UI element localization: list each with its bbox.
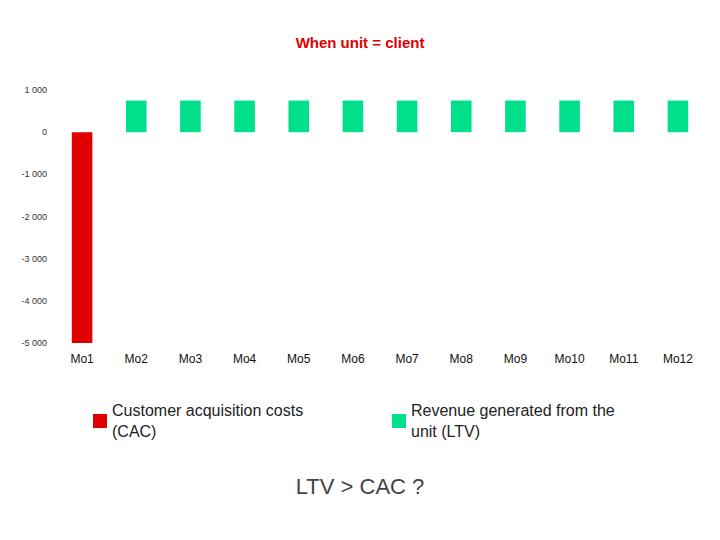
svg-text:Mo10: Mo10 — [555, 352, 585, 366]
svg-text:Mo11: Mo11 — [609, 352, 638, 366]
svg-text:unit (LTV): unit (LTV) — [411, 423, 480, 440]
svg-text:Mo1: Mo1 — [70, 352, 94, 366]
svg-text:Mo3: Mo3 — [179, 352, 203, 366]
svg-text:Mo9: Mo9 — [504, 352, 528, 366]
svg-text:Mo12: Mo12 — [663, 352, 693, 366]
svg-text:-4 000: -4 000 — [21, 296, 47, 306]
svg-text:Mo7: Mo7 — [395, 352, 419, 366]
svg-text:Revenue generated from the: Revenue generated from the — [411, 402, 619, 419]
svg-text:-3 000: -3 000 — [21, 254, 47, 264]
svg-text:-1 000: -1 000 — [21, 169, 47, 179]
svg-text:-5 000: -5 000 — [21, 338, 47, 348]
svg-text:Customer acquisition costs: Customer acquisition costs — [112, 402, 308, 419]
svg-text:-2 000: -2 000 — [21, 212, 47, 222]
svg-text:1 000: 1 000 — [24, 85, 47, 95]
svg-text:0: 0 — [42, 127, 47, 137]
svg-text:Mo8: Mo8 — [450, 352, 474, 366]
svg-text:When unit = client: When unit = client — [296, 34, 425, 51]
svg-text:Mo2: Mo2 — [125, 352, 149, 366]
svg-text:Mo6: Mo6 — [341, 352, 365, 366]
svg-text:(CAC): (CAC) — [112, 423, 156, 440]
svg-text:LTV > CAC ?: LTV > CAC ? — [296, 474, 425, 499]
svg-text:Mo5: Mo5 — [287, 352, 311, 366]
svg-text:Mo4: Mo4 — [233, 352, 257, 366]
